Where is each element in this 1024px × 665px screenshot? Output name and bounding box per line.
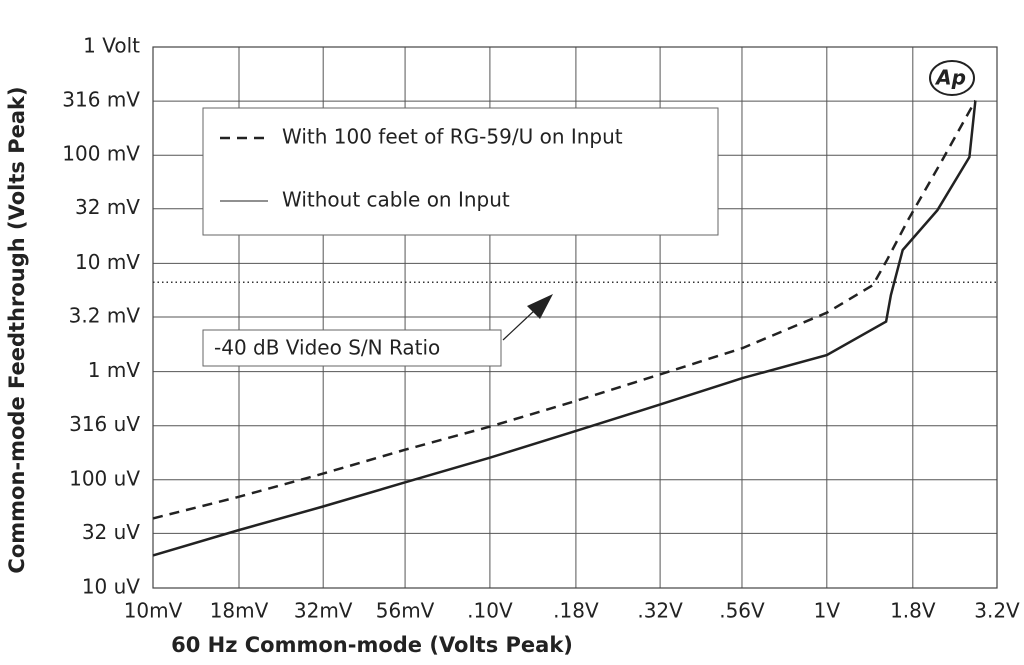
x-tick-label: 18mV	[210, 599, 269, 623]
x-tick-label: 3.2V	[974, 599, 1020, 623]
y-tick-label: 1 mV	[88, 358, 141, 382]
x-tick-label: 1.8V	[890, 599, 936, 623]
y-tick-label: 1 Volt	[83, 34, 140, 58]
logo: Ap	[934, 66, 966, 90]
series-line	[152, 99, 977, 520]
x-tick-label: .32V	[637, 599, 683, 623]
y-tick-label: 100 mV	[62, 142, 140, 166]
series-line	[152, 100, 977, 557]
y-tick-label: 32 uV	[82, 520, 140, 544]
x-tick-label: 32mV	[294, 599, 353, 623]
y-tick-label: 316 uV	[69, 412, 140, 436]
x-tick-label: 56mV	[376, 599, 435, 623]
y-tick-label: 316 mV	[62, 88, 140, 112]
plot-frame	[152, 46, 998, 589]
x-tick-label: 1V	[814, 599, 841, 623]
legend-label: With 100 feet of RG-59/U on Input	[282, 125, 623, 149]
x-tick-label: .18V	[553, 599, 599, 623]
y-tick-label: 100 uV	[69, 466, 140, 490]
annotation-box	[202, 329, 502, 367]
legend-box	[202, 107, 719, 236]
x-tick-label: .10V	[467, 599, 513, 623]
y-tick-label: 3.2 mV	[69, 303, 141, 327]
annotation-arrowhead	[527, 294, 553, 319]
x-axis-title: 60 Hz Common-mode (Volts Peak)	[171, 633, 573, 657]
x-tick-label: 10mV	[124, 599, 183, 623]
y-axis-title: Common-mode Feedthrough (Volts Peak)	[5, 86, 29, 573]
x-tick-label: .56V	[719, 599, 765, 623]
y-tick-label: 10 uV	[82, 575, 140, 599]
annotation-label: -40 dB Video S/N Ratio	[214, 336, 440, 360]
y-tick-label: 32 mV	[75, 195, 140, 219]
legend-label: Without cable on Input	[282, 188, 510, 212]
annotation-arrow	[502, 309, 536, 341]
logo-mark	[929, 60, 975, 96]
y-tick-label: 10 mV	[75, 250, 140, 274]
